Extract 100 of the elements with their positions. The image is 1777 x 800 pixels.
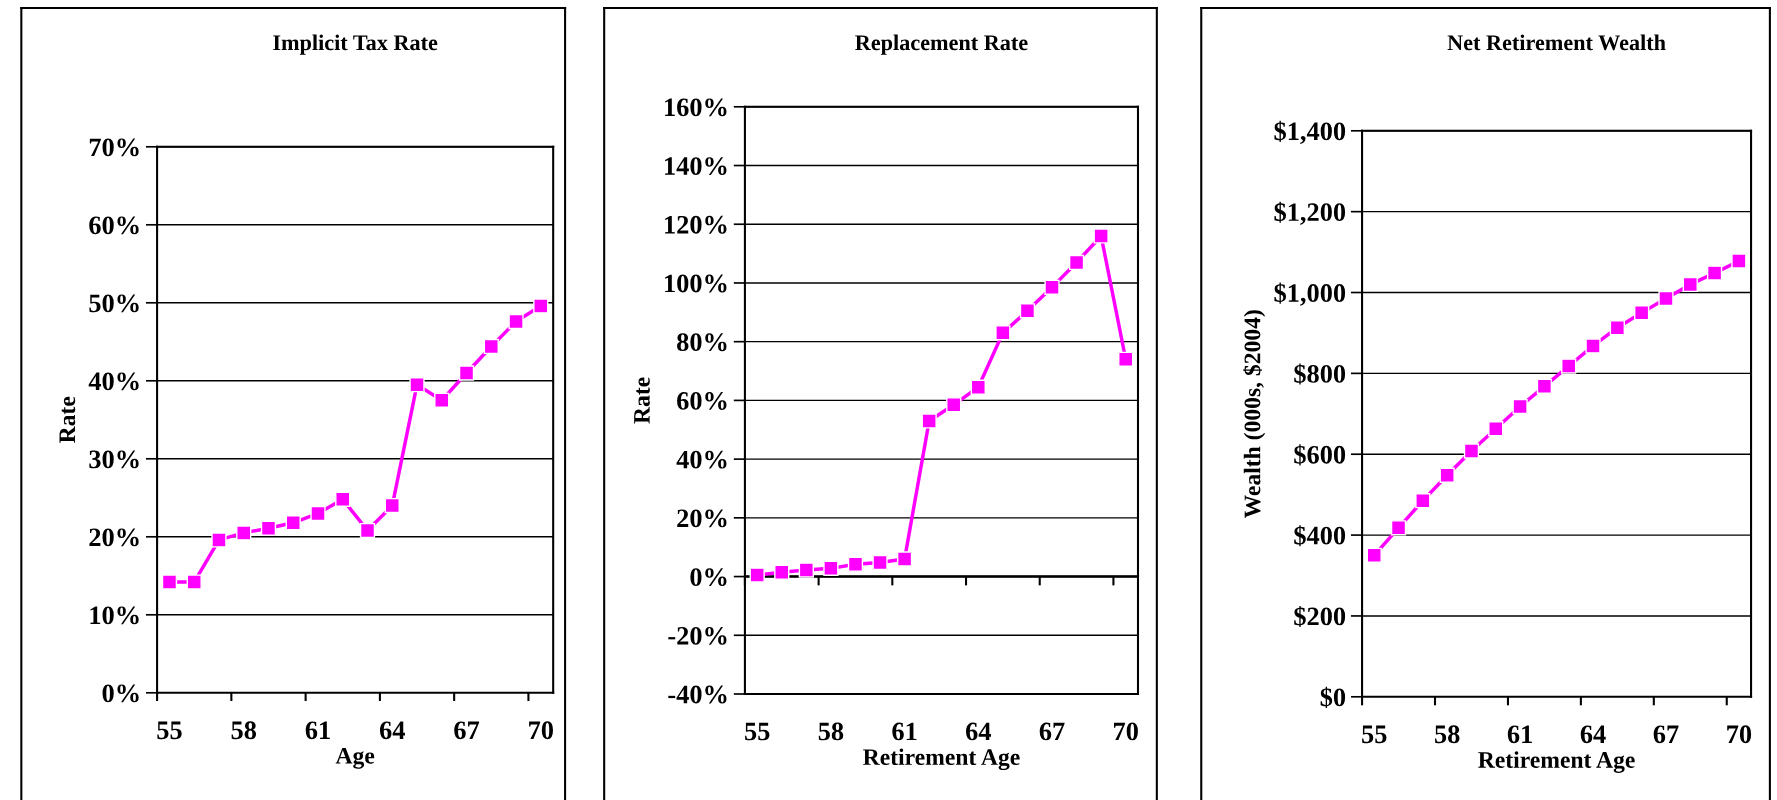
point bbox=[310, 505, 326, 522]
y-tick-label: 80% bbox=[677, 333, 727, 352]
point bbox=[1585, 338, 1601, 354]
y-tick-label: 100% bbox=[665, 274, 727, 293]
chart-title: Replacement Rate bbox=[855, 34, 1028, 55]
y-tick-label: 120% bbox=[665, 215, 727, 234]
point bbox=[1536, 378, 1553, 394]
x-tick-label: 58 bbox=[818, 722, 844, 741]
y-tick-label: $800 bbox=[1294, 363, 1346, 385]
chart-title: Implicit Tax Rate bbox=[273, 34, 438, 55]
point bbox=[1463, 443, 1480, 459]
y-tick-label: 40% bbox=[88, 372, 139, 391]
point bbox=[211, 532, 227, 548]
point bbox=[970, 379, 986, 395]
point bbox=[774, 564, 790, 580]
point bbox=[1366, 547, 1382, 563]
x-tick-label: 64 bbox=[966, 722, 992, 741]
y-tick-label: $400 bbox=[1294, 525, 1346, 547]
point bbox=[1439, 467, 1455, 483]
chart-title: Net Retirement Wealth bbox=[1447, 34, 1666, 51]
y-tick-label: -20% bbox=[668, 626, 727, 645]
y-axis-title: Wealth (000s, $2004) bbox=[1243, 310, 1266, 519]
point bbox=[896, 551, 913, 567]
y-tick-label: $1,400 bbox=[1274, 120, 1346, 145]
point bbox=[186, 574, 202, 590]
x-tick-label: 67 bbox=[1653, 725, 1679, 744]
x-tick-label: 70 bbox=[1114, 722, 1138, 741]
point bbox=[946, 397, 962, 413]
point bbox=[508, 313, 524, 330]
x-tick-label: 58 bbox=[1435, 725, 1460, 744]
point bbox=[1044, 279, 1060, 296]
y-tick-label: 40% bbox=[676, 450, 727, 469]
x-tick-label: 61 bbox=[892, 722, 917, 741]
y-axis-title: Rate bbox=[634, 377, 650, 424]
point bbox=[458, 365, 475, 381]
y-tick-label: 30% bbox=[89, 450, 139, 469]
y-tick-label: $0 bbox=[1320, 686, 1346, 708]
point bbox=[995, 325, 1011, 341]
y-tick-label: -40% bbox=[668, 685, 727, 704]
point bbox=[1415, 493, 1431, 509]
y-tick-label: 50% bbox=[89, 294, 139, 313]
point bbox=[335, 491, 351, 507]
point bbox=[409, 377, 425, 393]
x-axis-title: Retirement Age bbox=[863, 748, 1020, 771]
y-tick-label: 60% bbox=[677, 392, 727, 410]
point bbox=[483, 338, 499, 355]
point bbox=[1561, 358, 1577, 374]
x-tick-label: 55 bbox=[745, 722, 770, 741]
point bbox=[847, 556, 864, 572]
y-tick-label: 0% bbox=[690, 568, 727, 587]
point bbox=[921, 413, 937, 429]
point bbox=[1390, 520, 1407, 536]
x-tick-label: 61 bbox=[1507, 725, 1532, 744]
point bbox=[1682, 276, 1698, 293]
x-tick-label: 61 bbox=[305, 721, 330, 740]
x-tick-label: 58 bbox=[231, 721, 257, 740]
y-tick-label: 20% bbox=[677, 509, 727, 528]
y-tick-label: 10% bbox=[90, 606, 139, 625]
x-tick-label: 55 bbox=[157, 721, 182, 740]
y-tick-label: 140% bbox=[665, 157, 727, 176]
point bbox=[1118, 351, 1134, 367]
y-axis-title: Rate bbox=[59, 396, 76, 443]
point bbox=[384, 497, 400, 514]
x-axis-title: Retirement Age bbox=[1478, 751, 1635, 773]
x-tick-label: 70 bbox=[1727, 725, 1752, 744]
point bbox=[1093, 228, 1109, 244]
point bbox=[1634, 305, 1650, 321]
point bbox=[798, 562, 814, 578]
point bbox=[434, 392, 450, 408]
point bbox=[285, 515, 301, 531]
y-tick-label: $1,200 bbox=[1274, 201, 1346, 225]
point bbox=[823, 560, 839, 576]
point bbox=[1658, 290, 1674, 307]
x-axis-title: Age bbox=[335, 747, 375, 769]
y-tick-label: $200 bbox=[1294, 605, 1346, 628]
point bbox=[161, 574, 178, 590]
x-tick-label: 64 bbox=[1580, 725, 1606, 744]
point bbox=[749, 567, 765, 583]
point bbox=[1706, 265, 1723, 281]
point bbox=[260, 520, 277, 536]
point bbox=[533, 298, 549, 314]
x-tick-label: 70 bbox=[529, 721, 553, 740]
point bbox=[872, 554, 888, 571]
y-tick-label: 0% bbox=[102, 684, 139, 703]
point bbox=[359, 522, 376, 539]
point bbox=[1731, 253, 1747, 269]
x-tick-label: 55 bbox=[1362, 725, 1387, 744]
point bbox=[236, 525, 252, 541]
y-tick-label: $600 bbox=[1294, 444, 1346, 466]
y-tick-label: 160% bbox=[665, 98, 727, 117]
y-tick-label: 60% bbox=[89, 216, 139, 235]
point bbox=[1019, 303, 1036, 319]
point bbox=[1512, 398, 1528, 415]
x-tick-label: 67 bbox=[454, 721, 480, 740]
y-tick-label: 20% bbox=[89, 528, 139, 547]
y-tick-label: 70% bbox=[89, 138, 139, 157]
x-tick-label: 67 bbox=[1039, 722, 1065, 741]
point bbox=[1068, 254, 1085, 271]
point bbox=[1488, 421, 1504, 437]
y-tick-label: $1,000 bbox=[1274, 282, 1346, 306]
